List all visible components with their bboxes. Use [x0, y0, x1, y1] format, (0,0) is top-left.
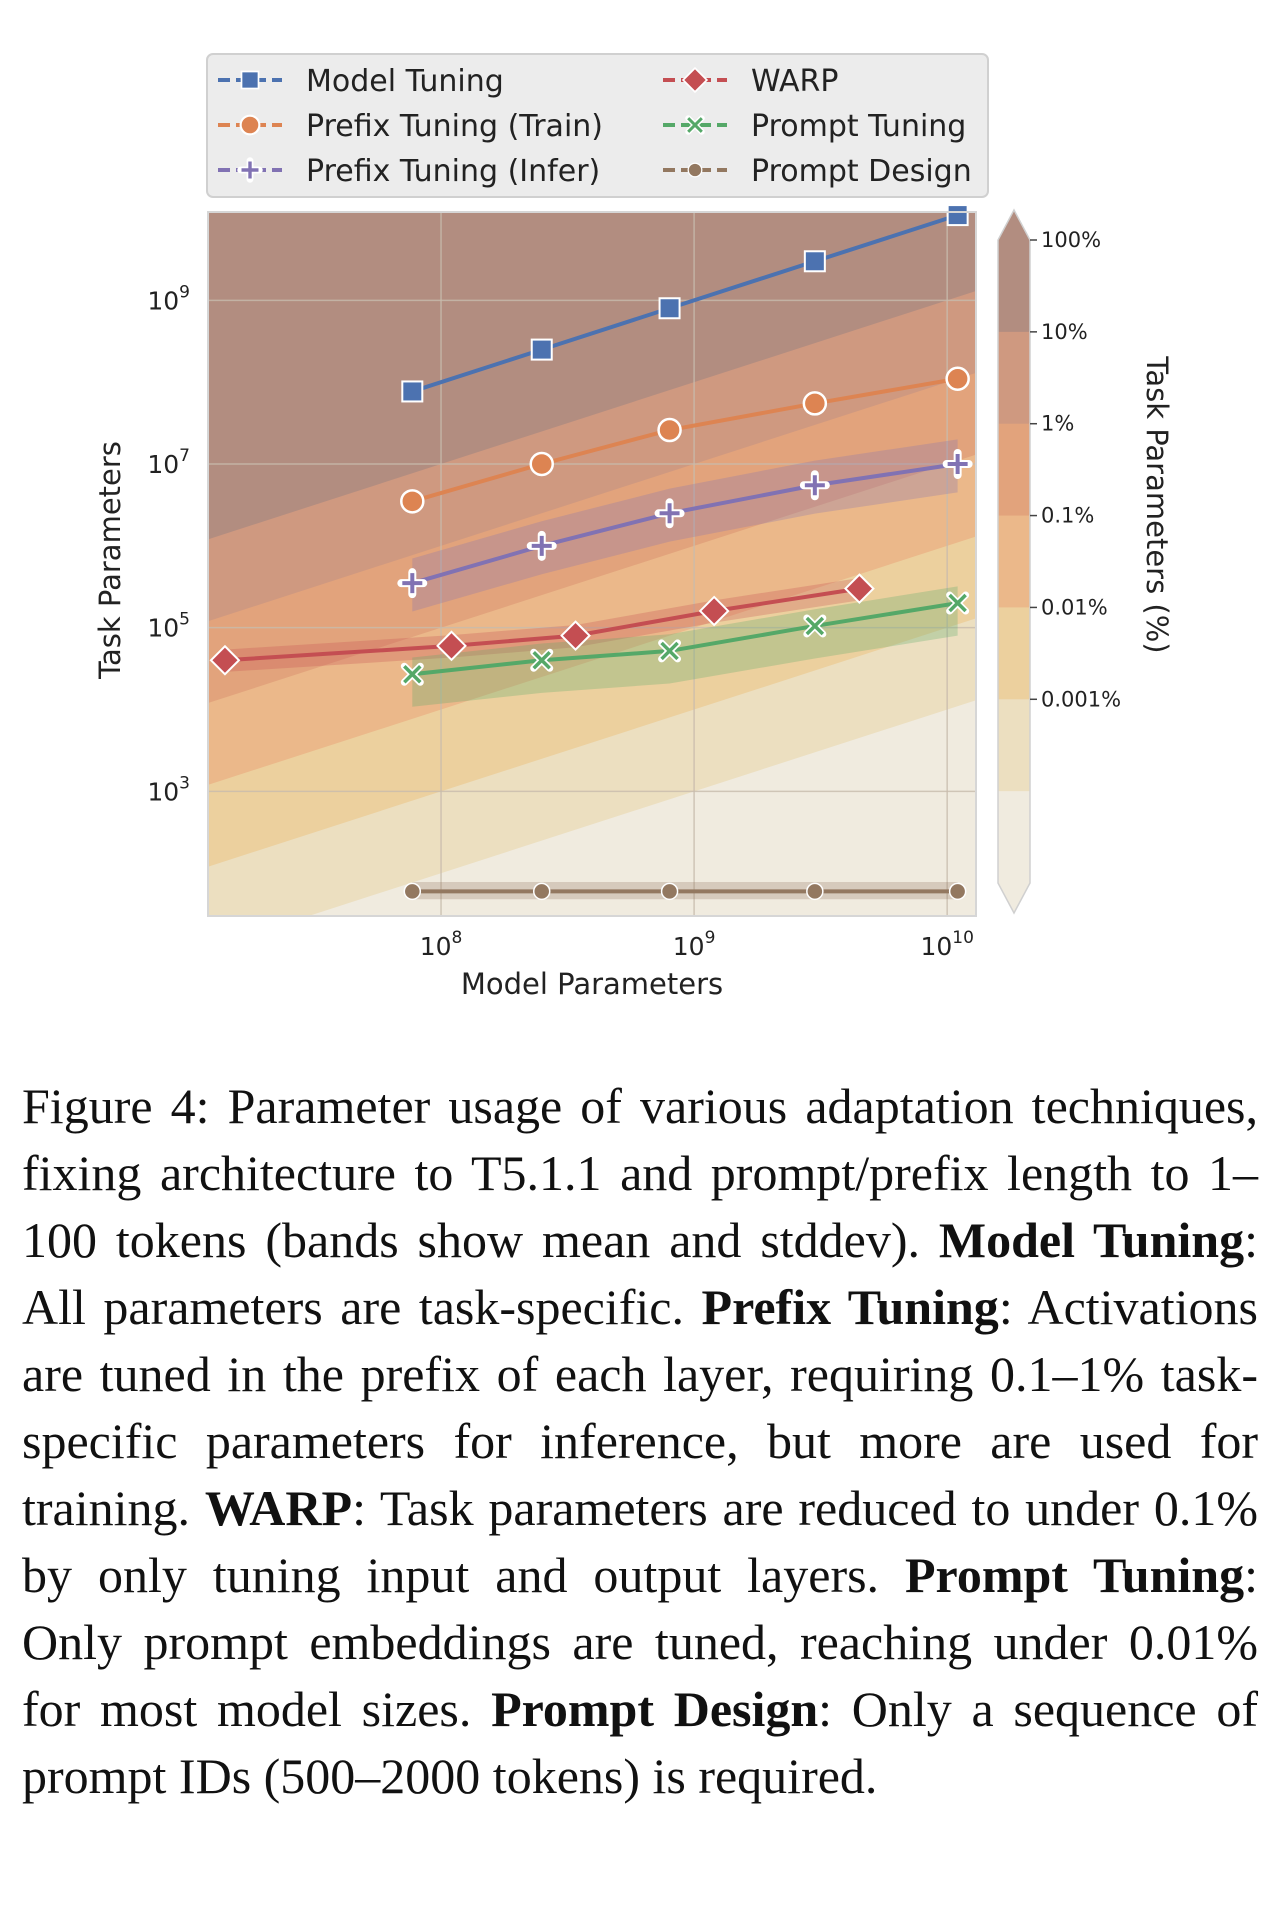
legend-label-prefix-tuning-infer: Prefix Tuning (Infer) — [306, 154, 600, 189]
prefix-tuning-train-point — [400, 489, 425, 514]
model-tuning-point — [530, 338, 553, 361]
prompt-design-point — [806, 882, 824, 901]
percentage-contour-bands — [208, 212, 976, 916]
prompt-tuning-point — [658, 639, 682, 663]
colorbar-label: 0.001% — [1041, 687, 1121, 711]
prefix-tuning-infer-point — [526, 530, 557, 561]
warp-point — [209, 644, 241, 676]
legend-marker-prefix-tuning-train — [239, 114, 261, 136]
grid-lines — [208, 212, 976, 916]
model-tuning-point — [401, 380, 424, 403]
legend-box — [206, 53, 989, 198]
prompt-design-point — [660, 882, 679, 901]
model-tuning-point — [803, 250, 826, 273]
legend-marker-prompt-design — [687, 162, 703, 178]
colorbar-segment — [998, 331, 1030, 425]
x-tick-label: 108 — [420, 928, 463, 961]
prefix-tuning-train-point — [657, 417, 682, 443]
prefix-tuning-train-point — [945, 366, 970, 392]
legend-marker-model-tuning — [240, 70, 260, 90]
colorbar-label: 100% — [1041, 228, 1101, 252]
caption-intro: Parameter usage of various adaptation te… — [22, 1078, 1258, 1268]
y-tick-label: 109 — [147, 282, 190, 315]
legend: Model Tuning Prefix Tuning (Train) Prefix … — [206, 53, 989, 198]
prompt-tuning-point — [803, 614, 827, 638]
legend-label-prompt-design: Prompt Design — [751, 154, 972, 189]
x-tick-label: 109 — [673, 928, 716, 961]
colorbar-title: Task Parameters (%) — [1140, 355, 1174, 653]
warp-point — [436, 630, 467, 662]
caption-figure-label: Figure 4: — [22, 1078, 210, 1134]
caption-term-warp: WARP — [204, 1480, 353, 1536]
colorbar-segment — [998, 607, 1030, 700]
colorbar-segment — [998, 699, 1030, 792]
colorbar-label: 0.1% — [1041, 504, 1094, 528]
legend-label-prompt-tuning: Prompt Tuning — [751, 109, 966, 144]
colorbar-label: 10% — [1041, 320, 1088, 344]
caption-term-prompt-tuning: Prompt Tuning — [905, 1547, 1245, 1603]
figure-caption: Figure 4: Parameter usage of various ada… — [22, 1073, 1258, 1810]
colorbar-label: 1% — [1041, 412, 1074, 436]
colorbar-segment — [998, 515, 1030, 608]
caption-text-prompt-tuning: : Only prompt embeddings are tuned, reac… — [22, 1547, 1258, 1737]
prefix-tuning-train-point — [802, 391, 828, 416]
y-axis-ticks: 103 105 107 109 — [147, 282, 190, 806]
caption-term-model-tuning: Model Tuning — [938, 1212, 1245, 1268]
caption-text-warp: : Task parameters are reduced to under 0… — [22, 1480, 1258, 1603]
series-markers — [209, 204, 973, 901]
caption-term-prefix-tuning: Prefix Tuning — [701, 1279, 999, 1335]
colorbar-label: 0.01% — [1041, 595, 1108, 619]
caption-text-prefix-tuning: : Activations are tuned in the prefix of… — [22, 1279, 1258, 1536]
x-axis-title: Model Parameters — [461, 967, 723, 1001]
legend-marker-warp — [681, 66, 709, 94]
legend-marker-prompt-tuning — [685, 115, 705, 135]
prefix-tuning-infer-point — [397, 568, 428, 599]
caption-text-prompt-design: : Only a sequence of prompt IDs (500–200… — [22, 1681, 1258, 1804]
y-tick-label: 107 — [147, 446, 190, 479]
prompt-tuning-point — [400, 662, 424, 686]
warp-point — [560, 620, 591, 652]
legend-marker-prefix-tuning-infer — [237, 157, 263, 183]
prefix-tuning-infer-point — [654, 498, 685, 529]
legend-label-warp: WARP — [751, 64, 838, 99]
prefix-tuning-infer-point — [942, 449, 973, 480]
caption-text-model-tuning: : All parameters are task-specific. — [22, 1212, 1258, 1335]
y-tick-label: 103 — [147, 773, 190, 806]
model-tuning-point — [946, 204, 969, 227]
caption-term-prompt-design: Prompt Design — [491, 1681, 819, 1737]
warp-point — [698, 595, 730, 627]
colorbar: 100% 10% 1% 0.1% 0.01% 0.001% — [997, 208, 1121, 915]
warp-point — [843, 573, 875, 605]
colorbar-top-arrow — [998, 210, 1030, 240]
colorbar-bottom-arrow — [998, 883, 1030, 913]
prompt-design-point — [948, 882, 967, 901]
plot-frame — [207, 211, 977, 917]
parameter-usage-chart: 108 109 1010 103 105 107 109 Model Parameters… — [93, 53, 1174, 1001]
colorbar-segment — [998, 423, 1030, 517]
y-tick-label: 105 — [147, 610, 190, 643]
colorbar-segment — [998, 240, 1030, 333]
x-axis-ticks: 108 109 1010 — [420, 928, 974, 961]
x-tick-label: 1010 — [920, 928, 973, 961]
model-tuning-point — [658, 297, 681, 320]
prompt-design-point — [532, 882, 551, 901]
y-axis-title: Task Parameters — [93, 441, 127, 680]
prompt-design-point — [403, 882, 422, 901]
prefix-tuning-train-point — [529, 451, 554, 477]
contour-band — [208, 212, 976, 540]
prompt-tuning-point — [946, 591, 970, 615]
prompt-tuning-point — [530, 648, 554, 672]
colorbar-segment — [998, 791, 1030, 884]
legend-label-prefix-tuning-train: Prefix Tuning (Train) — [306, 109, 603, 144]
prefix-tuning-infer-point — [799, 470, 830, 501]
legend-label-model-tuning: Model Tuning — [306, 64, 504, 99]
